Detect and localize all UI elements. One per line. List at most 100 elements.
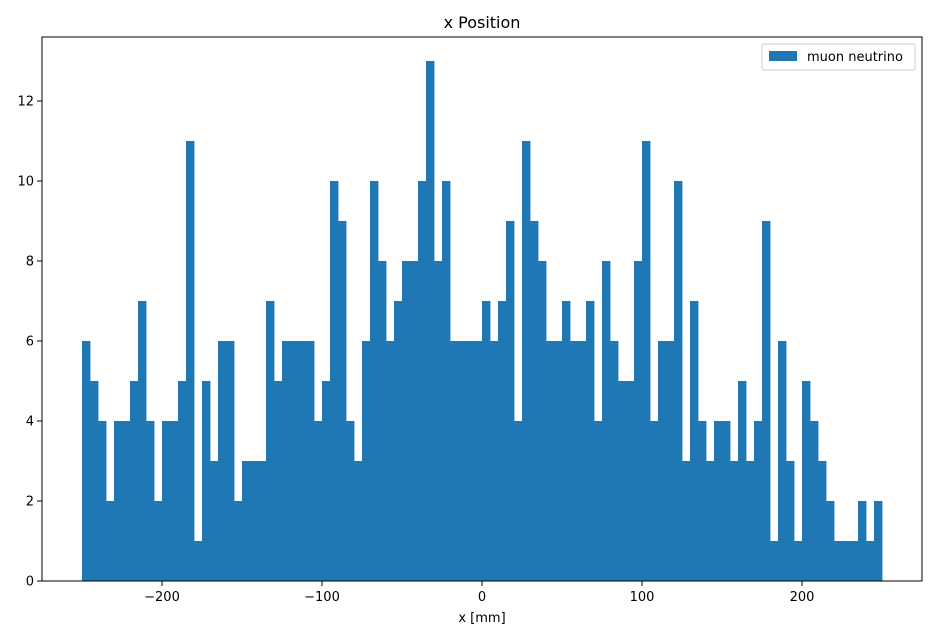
histogram-bar: [354, 461, 363, 581]
histogram-bar: [362, 341, 371, 581]
histogram-bar: [314, 421, 323, 581]
histogram-bar: [802, 381, 811, 581]
y-tick-label: 10: [17, 175, 34, 190]
x-tick-label: −100: [304, 590, 340, 605]
y-tick-label: 2: [26, 495, 34, 510]
histogram-bar: [418, 181, 427, 581]
histogram-bar: [394, 301, 403, 581]
y-tick-label: 6: [26, 335, 34, 350]
histogram-bar: [562, 301, 571, 581]
histogram-bar: [298, 341, 307, 581]
histogram-bar: [602, 261, 611, 581]
histogram-bar: [650, 421, 659, 581]
chart-title: x Position: [444, 13, 521, 32]
histogram-bar: [578, 341, 587, 581]
y-tick-label: 12: [17, 95, 34, 110]
legend: muon neutrino: [761, 43, 916, 71]
histogram-bar: [130, 381, 139, 581]
histogram-bar: [410, 261, 419, 581]
legend-label: muon neutrino: [807, 50, 903, 65]
histogram-bar: [634, 261, 643, 581]
histogram-bar: [674, 181, 683, 581]
x-axis: −200 −100 0 100 200: [144, 581, 814, 605]
histogram-bar: [658, 341, 667, 581]
histogram-bar: [82, 341, 91, 581]
histogram-bar: [522, 141, 531, 581]
histogram-bar: [842, 541, 851, 581]
histogram-bar: [530, 221, 539, 581]
histogram-bar: [322, 381, 331, 581]
histogram-bar: [714, 421, 723, 581]
histogram-bar: [210, 461, 219, 581]
histogram-bar: [242, 461, 251, 581]
y-tick-label: 8: [26, 255, 34, 270]
histogram-bar: [458, 341, 467, 581]
histogram-bar: [330, 181, 339, 581]
histogram-bar: [170, 421, 179, 581]
histogram-bar: [706, 461, 715, 581]
histogram-bar: [786, 461, 795, 581]
histogram-bar: [666, 341, 675, 581]
histogram-bar: [794, 541, 803, 581]
histogram-bar: [338, 221, 347, 581]
legend-box: [761, 43, 916, 71]
histogram-bar: [642, 141, 651, 581]
histogram-bar: [490, 341, 499, 581]
histogram-bar: [866, 541, 875, 581]
histogram-bar: [370, 181, 379, 581]
histogram-bar: [114, 421, 123, 581]
y-tick-label: 4: [26, 415, 34, 430]
histogram-bar: [226, 341, 235, 581]
histogram-bar: [722, 421, 731, 581]
histogram-bar: [442, 181, 451, 581]
histogram-bar: [626, 381, 635, 581]
histogram-bar: [186, 141, 195, 581]
histogram-bar: [250, 461, 259, 581]
histogram-bar: [690, 301, 699, 581]
histogram-bar: [818, 461, 827, 581]
histogram-bar: [506, 221, 515, 581]
histogram-bar: [154, 501, 163, 581]
histogram-bar: [234, 501, 243, 581]
histogram-bar: [146, 421, 155, 581]
histogram-bar: [514, 421, 523, 581]
x-tick-label: 200: [790, 590, 815, 605]
histogram-bar: [122, 421, 131, 581]
histogram-bar: [538, 261, 547, 581]
x-axis-label: x [mm]: [458, 611, 505, 626]
histogram-bar: [474, 341, 483, 581]
histogram-bar: [778, 341, 787, 581]
y-axis: 0 2 4 6 8 10 12: [17, 95, 42, 590]
histogram-bar: [554, 341, 563, 581]
histogram-bar: [834, 541, 843, 581]
histogram-bar: [858, 501, 867, 581]
histogram-bar: [754, 421, 763, 581]
histogram-bar: [810, 421, 819, 581]
histogram-bar: [450, 341, 459, 581]
histogram-bar: [682, 461, 691, 581]
histogram-bar: [346, 421, 355, 581]
histogram-bar: [610, 341, 619, 581]
histogram-bar: [762, 221, 771, 581]
histogram-bar: [378, 261, 387, 581]
histogram-bar: [466, 341, 475, 581]
histogram-bar: [826, 501, 835, 581]
x-tick-label: −200: [144, 590, 180, 605]
histogram-bar: [594, 421, 603, 581]
histogram-bar: [306, 341, 315, 581]
histogram-bar: [434, 261, 443, 581]
histogram-bar: [274, 381, 283, 581]
histogram-bar: [178, 381, 187, 581]
histogram-bar: [770, 541, 779, 581]
histogram-bar: [546, 341, 555, 581]
histogram-bar: [106, 501, 115, 581]
histogram-bar: [218, 341, 227, 581]
histogram-bar: [850, 541, 859, 581]
histogram-bar: [162, 421, 171, 581]
histogram-bar: [402, 261, 411, 581]
histogram-bar: [874, 501, 883, 581]
histogram-bar: [730, 461, 739, 581]
histogram-bar: [386, 341, 395, 581]
histogram-bar: [498, 301, 507, 581]
